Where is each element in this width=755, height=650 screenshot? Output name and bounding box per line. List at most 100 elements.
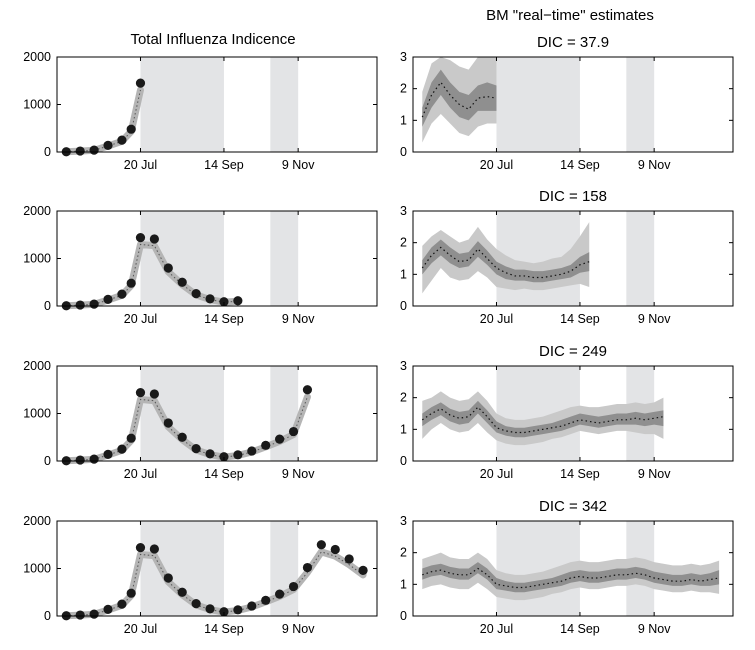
y-tick-label: 1000 <box>23 562 51 576</box>
x-tick-label: 20 Jul <box>480 158 513 172</box>
x-tick-label: 9 Nov <box>638 158 671 172</box>
data-point <box>103 449 113 459</box>
left-column-title: Total Influenza Indicence <box>130 31 295 48</box>
y-tick-label: 1000 <box>23 98 51 112</box>
data-point <box>117 444 127 454</box>
y-tick-label: 2 <box>400 391 407 405</box>
x-tick-label: 20 Jul <box>480 622 513 636</box>
data-point <box>163 263 173 273</box>
data-point <box>117 289 127 299</box>
axes-frame <box>412 210 734 307</box>
y-tick-label: 0 <box>44 454 51 468</box>
shaded-period-1 <box>140 521 224 616</box>
data-point <box>75 455 85 465</box>
data-point <box>205 604 215 614</box>
data-point <box>233 605 243 615</box>
credible-band-inner <box>422 69 497 127</box>
x-tick-label: 9 Nov <box>282 622 315 636</box>
x-tick-label: 9 Nov <box>638 622 671 636</box>
panel-grid: 0 1000 2000 20 Jul 14 Sep 9 Nov 0 1000 2000 20 Ju… <box>23 34 734 636</box>
panel-right-4: 0 1 2 3 20 Jul 14 Sep 9 Nov DIC = 342 <box>400 498 734 636</box>
data-point <box>126 433 136 443</box>
y-tick-label: 1 <box>400 113 407 127</box>
x-tick-label: 9 Nov <box>638 467 671 481</box>
data-point <box>177 277 187 287</box>
panel-title-dic: DIC = 342 <box>539 498 607 515</box>
data-point <box>233 450 243 460</box>
y-tick-label: 2000 <box>23 359 51 373</box>
data-point <box>163 573 173 583</box>
data-point <box>89 299 99 309</box>
data-point <box>117 135 127 145</box>
y-tick-label: 3 <box>400 50 407 64</box>
data-point <box>191 599 201 609</box>
x-tick-label: 20 Jul <box>480 312 513 326</box>
y-tick-label: 2 <box>400 546 407 560</box>
x-tick-label: 14 Sep <box>560 622 600 636</box>
y-tick-label: 1000 <box>23 252 51 266</box>
panel-left-2: 0 1000 2000 20 Jul 14 Sep 9 Nov <box>23 204 378 326</box>
right-column-title: BM "real−time" estimates <box>486 7 654 24</box>
y-tick-label: 1 <box>400 267 407 281</box>
x-tick-label: 14 Sep <box>204 158 244 172</box>
data-point <box>149 234 159 244</box>
axes-frame <box>412 56 734 153</box>
x-tick-label: 14 Sep <box>204 312 244 326</box>
x-tick-label: 9 Nov <box>282 312 315 326</box>
x-tick-label: 14 Sep <box>560 158 600 172</box>
data-point <box>219 607 229 617</box>
x-tick-label: 9 Nov <box>638 312 671 326</box>
data-point <box>135 543 146 553</box>
data-point <box>126 124 136 134</box>
y-tick-label: 0 <box>400 145 407 159</box>
data-point <box>344 554 354 564</box>
y-tick-label: 2 <box>400 236 407 250</box>
data-point <box>135 388 146 398</box>
shaded-period-2 <box>270 211 299 306</box>
data-point <box>89 145 99 155</box>
panel-title-dic: DIC = 37.9 <box>537 34 609 51</box>
credible-band-inner <box>422 562 720 593</box>
y-tick-label: 0 <box>400 454 407 468</box>
x-tick-label: 20 Jul <box>124 158 157 172</box>
x-tick-label: 14 Sep <box>560 312 600 326</box>
panel-title-dic: DIC = 158 <box>539 188 607 205</box>
data-point <box>261 440 271 450</box>
data-point <box>358 565 368 576</box>
median-line <box>422 567 720 589</box>
data-point <box>103 140 113 150</box>
data-point <box>302 562 313 573</box>
x-tick-label: 20 Jul <box>124 312 157 326</box>
x-tick-label: 20 Jul <box>124 467 157 481</box>
x-tick-label: 14 Sep <box>204 622 244 636</box>
panel-right-1: 0 1 2 3 20 Jul 14 Sep 9 Nov DIC = 37.9 <box>400 34 734 172</box>
data-point <box>135 233 146 243</box>
shaded-period-1 <box>140 57 224 152</box>
data-point <box>302 385 313 395</box>
panel-right-3: 0 1 2 3 20 Jul 14 Sep 9 Nov DIC = 249 <box>400 343 734 481</box>
data-point <box>219 297 229 307</box>
y-tick-label: 0 <box>44 609 51 623</box>
panel-right-2: 0 1 2 3 20 Jul 14 Sep 9 Nov DIC = 158 <box>400 188 734 326</box>
data-point <box>219 452 229 462</box>
y-tick-label: 2000 <box>23 204 51 218</box>
data-point <box>89 454 99 464</box>
y-tick-label: 3 <box>400 514 407 528</box>
data-point <box>126 588 136 598</box>
shaded-period-1 <box>496 57 580 152</box>
x-tick-label: 14 Sep <box>560 467 600 481</box>
credible-band-inner <box>422 239 590 283</box>
data-point <box>233 296 243 306</box>
x-tick-label: 9 Nov <box>282 158 315 172</box>
data-point <box>103 294 113 304</box>
fit-band <box>62 86 144 156</box>
data-point <box>275 589 285 599</box>
axes-frame <box>412 520 734 617</box>
y-tick-label: 3 <box>400 359 407 373</box>
axes-frame <box>412 365 734 462</box>
data-point <box>261 595 271 605</box>
fit-line <box>66 89 141 153</box>
y-tick-label: 1 <box>400 422 407 436</box>
panel-left-4: 0 1000 2000 20 Jul 14 Sep 9 Nov <box>23 514 378 636</box>
